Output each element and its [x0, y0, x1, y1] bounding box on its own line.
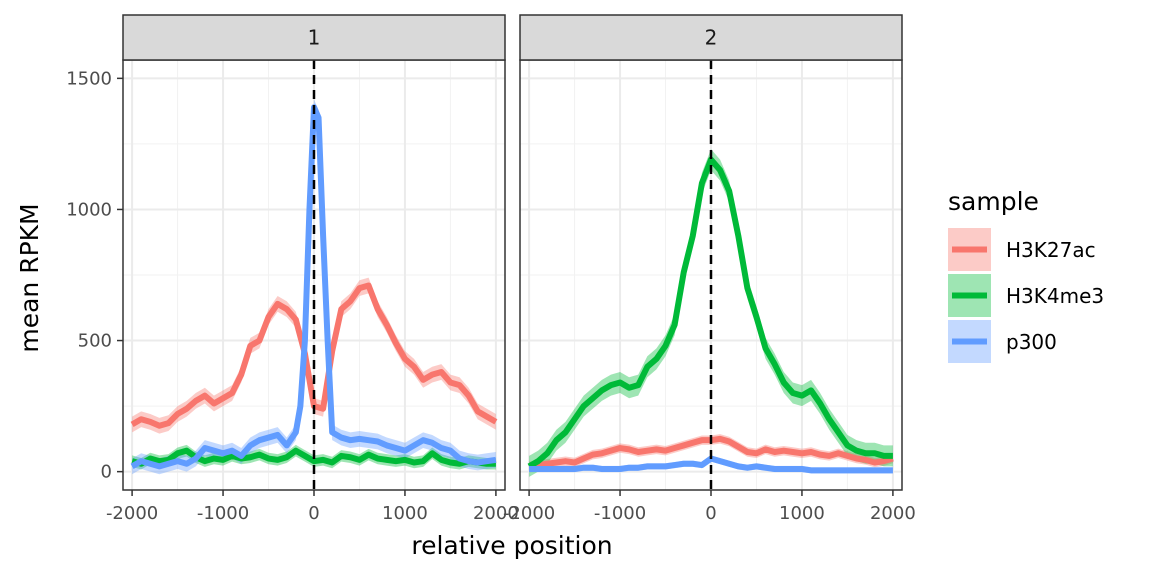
- legend-entry-p300: p300: [948, 320, 1057, 363]
- x-tick-label: 1000: [779, 503, 825, 524]
- x-ticks: -2000 -1000 0 1000 2000: [106, 490, 519, 524]
- x-tick-label: 0: [705, 503, 716, 524]
- y-tick-label: 1500: [66, 68, 112, 89]
- y-tick-label: 0: [101, 462, 112, 483]
- y-ticks: 0 500 1000 1500: [66, 68, 123, 483]
- strip-label: 1: [308, 26, 321, 50]
- panel-1: 1 -2000 -1000 0 1000 2000 0 500 1000 1500: [66, 14, 519, 524]
- y-tick-label: 500: [78, 331, 112, 352]
- panels-layer: 1 -2000 -1000 0 1000 2000 0 500 1000 1500 2 -2000 -1…: [66, 14, 916, 524]
- x-tick-label: 0: [308, 503, 319, 524]
- x-tick-label: 1000: [382, 503, 428, 524]
- y-tick-label: 1000: [66, 199, 112, 220]
- legend-entry-h3k4me3: H3K4me3: [948, 274, 1104, 317]
- series-line-h3k4me3: [527, 156, 893, 469]
- legend-entry-h3k27ac: H3K27ac: [948, 228, 1096, 271]
- legend-entries: H3K27ac H3K4me3 p300: [948, 228, 1104, 363]
- x-tick-label: -2000: [106, 503, 158, 524]
- x-ticks: -2000 -1000 0 1000 2000: [503, 490, 916, 524]
- legend-title: sample: [948, 187, 1039, 216]
- ribbon-h3k27ac: [529, 434, 893, 472]
- x-axis-title: relative position: [411, 531, 612, 560]
- legend-label: H3K27ac: [1006, 238, 1096, 262]
- x-tick-label: 2000: [870, 503, 916, 524]
- x-tick-label: 2000: [473, 503, 519, 524]
- legend-label: H3K4me3: [1006, 284, 1104, 308]
- series-line-h3k4me3: [131, 447, 496, 467]
- strip-label: 2: [705, 26, 718, 50]
- legend: sample H3K27ac H3K4me3 p300: [948, 187, 1104, 363]
- legend-label: p300: [1006, 330, 1057, 354]
- x-tick-label: -2000: [503, 503, 555, 524]
- x-tick-label: -1000: [197, 503, 249, 524]
- strip-background: [122, 14, 506, 61]
- y-axis-title: mean RPKM: [15, 203, 44, 352]
- x-tick-label: -1000: [594, 503, 646, 524]
- strip-background: [519, 14, 903, 61]
- ribbon-h3k27ac: [132, 277, 496, 434]
- panel-2: 2 -2000 -1000 0 1000 2000: [503, 14, 916, 524]
